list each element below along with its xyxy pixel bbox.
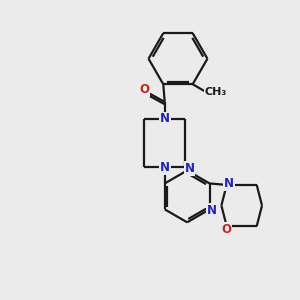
- Text: N: N: [160, 112, 170, 125]
- Text: N: N: [160, 161, 170, 174]
- Text: N: N: [207, 204, 217, 217]
- Text: N: N: [184, 162, 194, 175]
- Text: N: N: [224, 177, 234, 190]
- Text: O: O: [221, 223, 231, 236]
- Text: CH₃: CH₃: [205, 87, 227, 97]
- Text: O: O: [140, 83, 149, 96]
